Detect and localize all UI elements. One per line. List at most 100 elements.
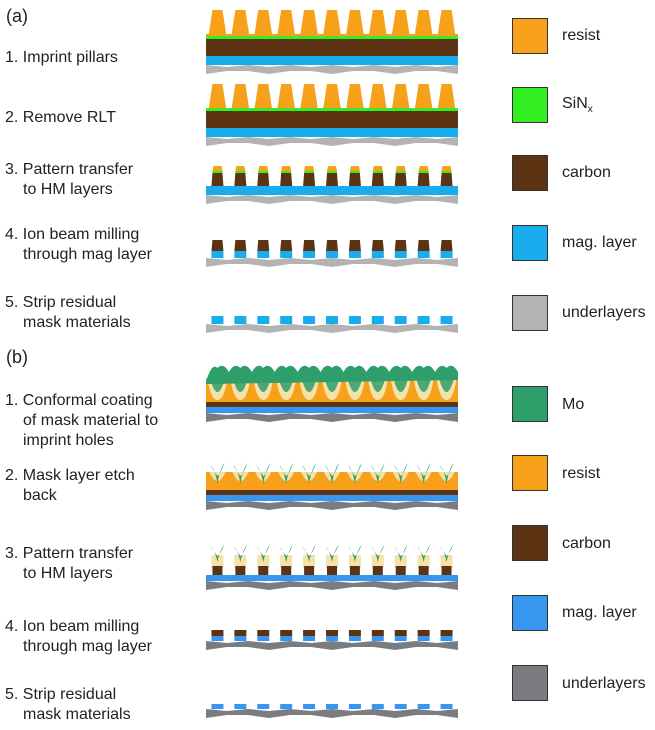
legend-b-carbon-label: carbon [562, 535, 611, 552]
b3-mag-layer [206, 575, 458, 581]
a2-pillar-6 [323, 84, 341, 110]
b5-mag-island-1 [211, 704, 224, 709]
b5-mag-island-4 [280, 704, 293, 709]
b5-mag-island-9 [394, 704, 407, 709]
b2-mo-plug-9 [393, 463, 408, 484]
legend-b-mo-swatch [512, 386, 548, 422]
a2-mag-layer [206, 128, 458, 137]
legend-b-resist-swatch [512, 455, 548, 491]
a3-carbon-pillar-11 [440, 173, 453, 186]
a4-carbon-pillar-2 [234, 240, 247, 251]
a3-carbon-pillar-9 [394, 173, 407, 186]
a1-pillar-3 [254, 10, 273, 36]
a3-resist-cap-3 [258, 166, 269, 171]
a3-carbon-pillar-2 [234, 173, 247, 186]
a3-sinx-cap-6 [327, 171, 337, 173]
b3-mo-cap-4 [279, 544, 294, 562]
a1-sinx-layer [206, 36, 458, 39]
b5-mag-island-8 [371, 704, 384, 709]
a3-carbon-pillar-7 [348, 173, 361, 186]
b2-mo-plug-8 [370, 463, 385, 484]
a1-underlayer [206, 65, 458, 74]
b4-mag-island-7 [348, 636, 361, 641]
a1-pillar-9 [391, 10, 410, 36]
b2-mo-plug-5 [302, 463, 317, 484]
a5-mag-island-9 [394, 316, 407, 324]
a3-sinx-cap-5 [304, 171, 315, 173]
legend-a-carbon-label: carbon [562, 164, 611, 181]
b4-underlayer [206, 641, 458, 650]
b2-mo-plug-1 [210, 463, 225, 484]
legend-b-under-label: underlayers [562, 675, 646, 692]
a2-pillar-9 [391, 84, 410, 110]
b2-mag-layer [206, 495, 458, 501]
b4-mag-island-9 [394, 636, 407, 641]
a3-sinx-cap-2 [235, 171, 246, 173]
a1-pillar-2 [231, 10, 250, 36]
a3-mag-layer [206, 186, 458, 195]
a1-pillar-10 [414, 10, 433, 36]
b3-carbon-pillar-6 [327, 566, 337, 575]
b4-mag-island-10 [417, 636, 430, 641]
b4-carbon-pillar-10 [417, 630, 430, 636]
a2-carbon-layer [206, 111, 458, 128]
a5-mag-island-5 [303, 316, 316, 324]
b4-carbon-pillar-4 [280, 630, 293, 636]
b5-mag-island-5 [303, 704, 316, 709]
b3-carbon-pillar-9 [395, 566, 406, 575]
a2-pillar-11 [437, 84, 456, 110]
b2-mo-plug-3 [256, 463, 271, 484]
a3-carbon-pillar-4 [280, 173, 293, 186]
panel-a-tag: (a) [6, 6, 28, 26]
b3-carbon-pillar-5 [304, 566, 315, 575]
b5-underlayer [206, 709, 458, 718]
a2-pillar-10 [414, 84, 433, 110]
step-a5-label: 5. Strip residual mask materials [5, 294, 131, 331]
b3-mo-cap-1 [210, 544, 225, 562]
legend-b-resist-label: resist [562, 465, 601, 482]
a3-carbon-pillar-6 [326, 173, 338, 186]
legend-b-carbon-swatch [512, 525, 548, 561]
b5-mag-island-2 [234, 704, 247, 709]
a4-mag-island-6 [326, 251, 338, 258]
a3-carbon-pillar-1 [211, 173, 224, 186]
a5-mag-island-1 [211, 316, 224, 324]
a4-mag-island-9 [394, 251, 407, 258]
b4-mag-island-5 [303, 636, 316, 641]
a1-pillar-7 [345, 10, 364, 36]
a2-pillar-3 [254, 84, 273, 110]
b3-mo-cap-10 [416, 544, 431, 562]
step-a1-label: 1. Imprint pillars [5, 49, 118, 66]
b2-mo-plug-7 [347, 463, 362, 484]
b2-underlayer [206, 501, 458, 510]
legend-b-mag-swatch [512, 595, 548, 631]
b1-mo-fill-11 [439, 380, 454, 392]
b3-carbon-pillar-11 [441, 566, 452, 575]
b3-mo-cap-9 [393, 544, 408, 562]
a5-mag-island-2 [234, 316, 247, 324]
a2-underlayer [206, 137, 458, 146]
a3-carbon-pillar-10 [417, 173, 430, 186]
b1-mo-fill-1 [210, 380, 225, 392]
a3-resist-cap-8 [372, 166, 383, 171]
a4-mag-island-10 [417, 251, 430, 258]
a1-pillar-8 [368, 10, 387, 36]
b4-mag-island-11 [440, 636, 453, 641]
b5-mag-island-7 [348, 704, 361, 709]
b4-mag-island-1 [211, 636, 224, 641]
b5-mag-island-10 [417, 704, 430, 709]
legend-b-under-swatch [512, 665, 548, 701]
a4-underlayer [206, 258, 458, 267]
a4-mag-island-2 [234, 251, 247, 258]
a3-sinx-cap-3 [258, 171, 269, 173]
b1-mo-fill-4 [279, 380, 294, 392]
b2-mo-plug-11 [439, 463, 454, 484]
a3-underlayer [206, 195, 458, 204]
b1-mo-fill-10 [416, 380, 431, 392]
a4-carbon-pillar-6 [326, 240, 338, 251]
a4-carbon-pillar-1 [211, 240, 224, 251]
b3-mo-cap-3 [256, 544, 271, 562]
a3-carbon-pillar-3 [257, 173, 270, 186]
step-a2-label: 2. Remove RLT [5, 109, 116, 126]
